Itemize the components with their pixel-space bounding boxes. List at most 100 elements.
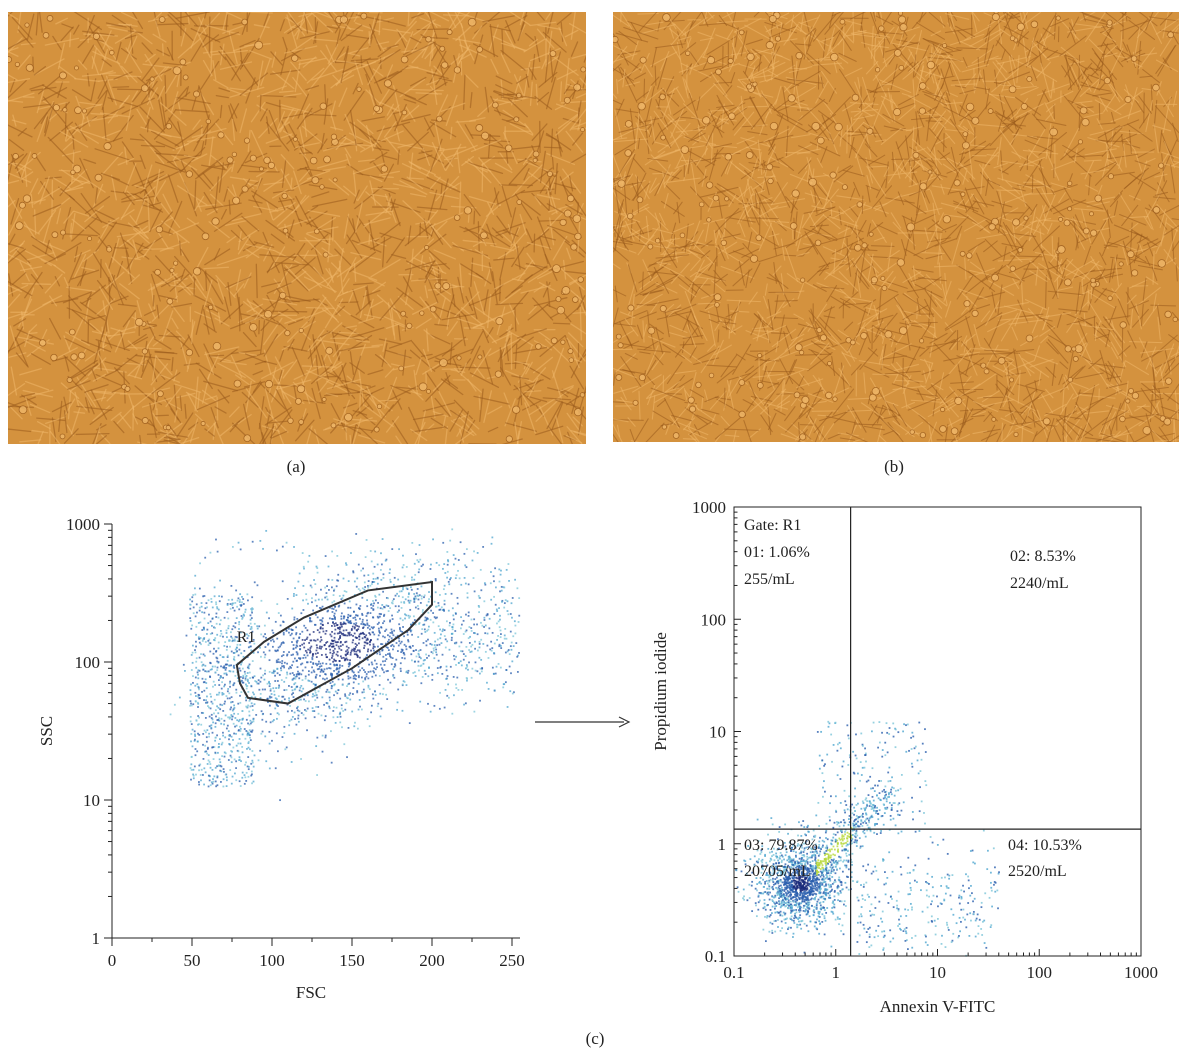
fsc-ssc-point <box>246 633 248 636</box>
fsc-ssc-point <box>480 638 483 641</box>
fsc-ssc-point <box>233 712 236 715</box>
fsc-ssc-point <box>424 616 427 619</box>
fsc-ssc-point <box>486 632 489 635</box>
fsc-ssc-point <box>455 641 458 644</box>
fsc-ssc-point <box>192 675 194 678</box>
fsc-ssc-point <box>192 594 195 596</box>
fsc-ssc-point <box>264 653 267 656</box>
fsc-ssc-point <box>448 583 451 586</box>
fsc-ssc-point <box>198 606 201 609</box>
fsc-ssc-point <box>327 609 330 612</box>
fsc-ssc-point <box>401 619 404 622</box>
fsc-ssc-point <box>220 765 223 768</box>
fsc-ssc-point <box>406 633 409 636</box>
fsc-ssc-point <box>347 616 349 619</box>
fsc-ssc-point <box>358 699 361 701</box>
annexin-pi-point <box>781 901 783 904</box>
fsc-ssc-point <box>320 619 323 622</box>
annexin-pi-point <box>789 894 791 896</box>
fsc-ssc-point <box>398 640 401 643</box>
annexin-pi-point <box>804 886 806 889</box>
fsc-ssc-point <box>396 611 399 613</box>
annexin-pi-point <box>781 927 784 930</box>
fsc-ssc-point <box>516 655 519 658</box>
fsc-ssc-point <box>314 691 317 694</box>
fsc-ssc-point <box>250 774 253 777</box>
fsc-ssc-point <box>349 615 352 617</box>
annexin-pi-point <box>755 860 758 863</box>
fsc-ssc-point <box>285 688 288 691</box>
fsc-ssc-point <box>182 663 185 666</box>
fsc-ssc-point <box>213 639 216 642</box>
annexin-pi-point <box>797 843 800 845</box>
fsc-ssc-point <box>214 780 217 783</box>
fsc-ssc-point <box>349 698 352 701</box>
fsc-ssc-point <box>261 718 264 721</box>
annexin-pi-point <box>944 946 947 948</box>
annexin-pi-point <box>855 829 858 832</box>
fsc-ssc-point <box>427 675 430 678</box>
fsc-ssc-point <box>361 667 364 670</box>
fsc-ssc-point <box>291 693 293 696</box>
fsc-ssc-point <box>169 713 172 716</box>
fsc-ssc-point <box>202 668 205 671</box>
annexin-pi-point <box>766 904 768 907</box>
annexin-pi-point <box>798 920 800 923</box>
annexin-pi-point <box>817 885 820 888</box>
annexin-pi-point <box>971 892 973 895</box>
fsc-ssc-point <box>430 563 432 566</box>
fsc-ssc-point <box>371 693 374 696</box>
fsc-ssc-point <box>503 606 506 609</box>
fsc-ssc-point <box>354 618 357 621</box>
fsc-ssc-point <box>436 667 439 669</box>
fsc-ssc-point <box>331 607 333 610</box>
fsc-ssc-point <box>345 618 348 621</box>
fsc-ssc-point <box>216 719 219 721</box>
fsc-ssc-point <box>391 643 394 646</box>
annexin-pi-point <box>993 883 995 886</box>
annexin-pi-point <box>827 856 830 859</box>
fsc-ssc-point <box>293 674 295 676</box>
annexin-pi-point <box>848 835 851 838</box>
annexin-pi-point <box>784 886 786 889</box>
fsc-ssc-point <box>468 649 471 651</box>
annexin-pi-point <box>807 930 810 933</box>
fsc-ssc-point <box>292 660 295 663</box>
annexin-pi-point <box>818 916 821 918</box>
fsc-ssc-point <box>194 748 197 750</box>
annexin-pi-point <box>850 871 853 874</box>
annexin-pi-point <box>818 911 821 914</box>
annexin-pi-point <box>812 890 815 893</box>
fsc-ssc-point <box>372 600 374 602</box>
fsc-ssc-point <box>452 676 455 678</box>
fsc-ssc-point <box>209 763 212 765</box>
fsc-ssc-point <box>317 598 320 601</box>
fsc-ssc-point <box>231 637 234 640</box>
fsc-ssc-point <box>443 629 446 632</box>
fsc-ssc-point <box>443 609 445 612</box>
annexin-pi-point <box>843 837 845 840</box>
annexin-pi-point <box>934 925 937 927</box>
fsc-ssc-point <box>203 689 206 692</box>
annexin-pi-point <box>819 860 822 862</box>
fsc-ssc-point <box>203 767 206 770</box>
fsc-ssc-point <box>372 604 375 607</box>
annexin-pi-point <box>774 919 777 922</box>
fsc-ssc-point <box>204 664 207 667</box>
fsc-ssc-point <box>202 681 205 684</box>
fsc-ssc-point <box>367 584 369 587</box>
annexin-pi-point <box>755 915 758 918</box>
fsc-ssc-point <box>200 602 203 604</box>
annexin-pi-point <box>797 875 800 878</box>
annexin-pi-point <box>884 893 887 896</box>
fsc-ssc-point <box>488 627 491 630</box>
fsc-ssc-point <box>195 645 197 648</box>
fsc-ssc-point <box>221 741 224 744</box>
fsc-ssc-point <box>481 667 484 670</box>
annexin-pi-point <box>788 886 791 889</box>
fsc-ssc-point <box>463 703 465 706</box>
fsc-ssc-point <box>305 710 308 712</box>
quadrant-01-percent: 01: 1.06% <box>744 544 810 561</box>
fsc-ssc-point <box>353 650 356 653</box>
